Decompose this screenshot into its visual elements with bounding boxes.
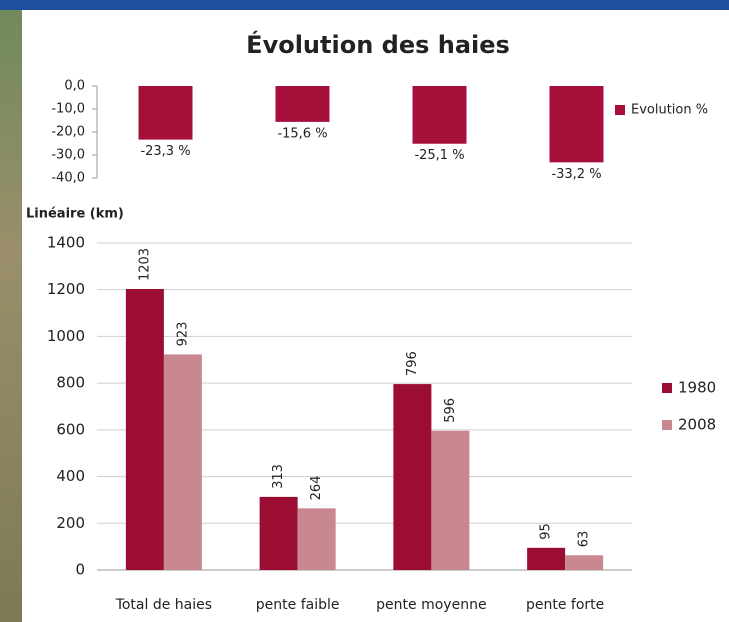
y-tick-label: -20,0 [51, 125, 85, 140]
x-tick-label: Total de haies [115, 597, 212, 613]
legend-swatch [662, 383, 672, 393]
y-tick-label: 200 [56, 514, 85, 532]
data-label: 95 [539, 523, 554, 540]
bar [431, 431, 469, 570]
bar [260, 497, 298, 570]
x-tick-label: pente moyenne [376, 597, 486, 613]
y-tick-label: 400 [56, 467, 85, 485]
data-label: 63 [577, 531, 592, 548]
chart-title: Évolution des haies [246, 30, 510, 59]
x-tick-label: pente forte [526, 597, 604, 613]
y-tick-label: 1400 [47, 234, 85, 252]
y-tick-label: 0,0 [64, 79, 85, 94]
legend-swatch [662, 420, 672, 430]
y-tick-label: -40,0 [51, 171, 85, 186]
legend-label: 1980 [678, 379, 716, 397]
y-tick-label: -30,0 [51, 148, 85, 163]
data-label: -23,3 % [140, 144, 190, 159]
top-band [0, 0, 729, 10]
legend-label: Evolution % [631, 103, 708, 118]
y-tick-label: -10,0 [51, 102, 85, 117]
data-label: -15,6 % [277, 126, 327, 141]
y-tick-label: 800 [56, 374, 85, 392]
bar [164, 354, 202, 570]
background [0, 0, 729, 622]
bar [276, 86, 330, 122]
bar [527, 548, 565, 570]
y-tick-label: 1200 [47, 280, 85, 298]
y-axis-label: Linéaire (km) [26, 207, 124, 222]
data-label: 1203 [137, 248, 152, 281]
bar [298, 508, 336, 570]
bar [139, 86, 193, 140]
data-label: 596 [443, 398, 458, 423]
bar [413, 86, 467, 144]
bar [126, 289, 164, 570]
data-label: -25,1 % [414, 148, 464, 163]
bar [550, 86, 604, 162]
data-label: 796 [405, 351, 420, 376]
data-label: -33,2 % [551, 167, 601, 182]
bar [393, 384, 431, 570]
chart: Évolution des haies Linéaire (km) 0,0 -10… [0, 0, 729, 622]
legend-label: 2008 [678, 416, 716, 434]
y-tick-label: 1000 [47, 327, 85, 345]
data-label: 313 [271, 464, 286, 489]
data-label: 264 [309, 476, 324, 501]
legend-swatch [615, 105, 625, 115]
bar [565, 555, 603, 570]
y-tick-label: 0 [75, 561, 85, 579]
data-label: 923 [175, 322, 190, 347]
x-tick-label: pente faible [256, 597, 340, 613]
photo-strip [0, 0, 22, 622]
y-tick-label: 600 [56, 420, 85, 438]
